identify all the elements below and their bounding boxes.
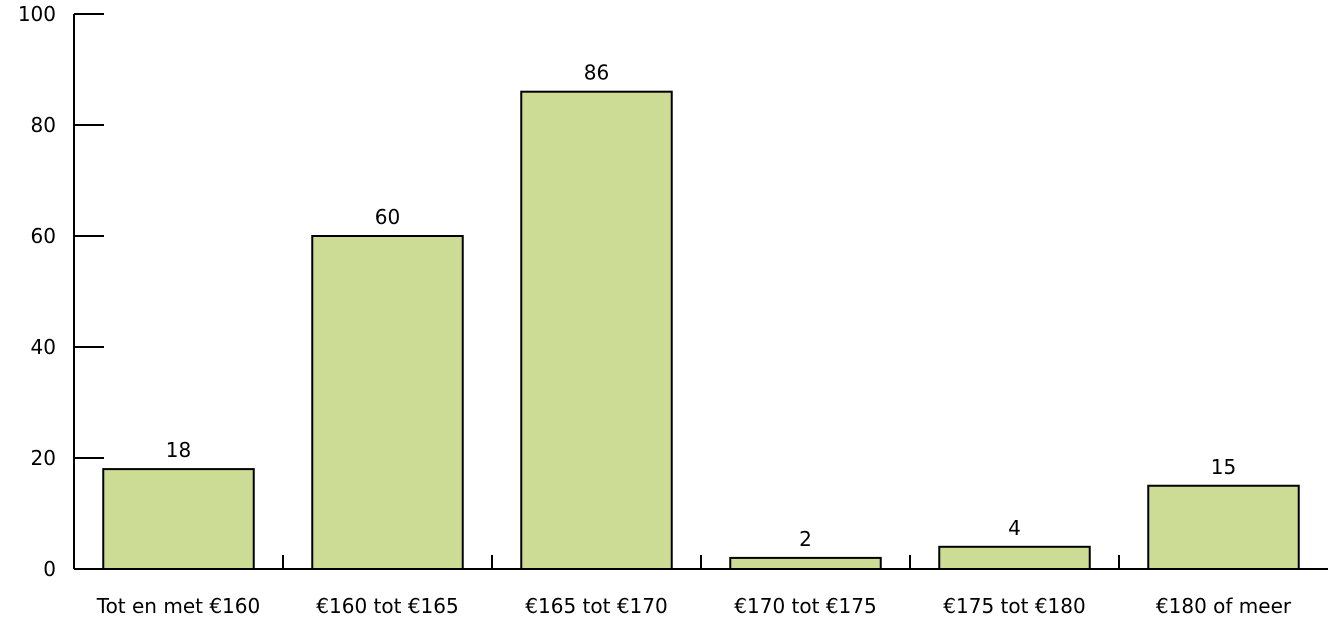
bar-value-label: 60 — [375, 205, 400, 229]
y-tick-label: 60 — [31, 224, 56, 248]
data-labels: 18 60 86 2 4 15 — [166, 61, 1236, 551]
x-axis — [74, 555, 1328, 570]
y-tick-label: 20 — [31, 446, 56, 470]
category-label: €160 tot €165 — [316, 594, 458, 618]
bar-value-label: 15 — [1211, 455, 1236, 479]
bars — [102, 90, 1300, 571]
y-tick-label: 0 — [43, 557, 56, 581]
category-labels: Tot en met €160 €160 tot €165 €165 tot €17… — [96, 594, 1292, 618]
bar — [938, 545, 1091, 570]
bar — [1147, 484, 1300, 570]
category-label: €180 of meer — [1156, 594, 1292, 618]
category-label: Tot en met €160 — [96, 594, 260, 618]
bar-value-label: 86 — [584, 61, 609, 85]
y-tick-label: 100 — [18, 2, 56, 26]
y-tick-label: 80 — [31, 113, 56, 137]
bar — [520, 90, 673, 570]
category-label: €165 tot €170 — [525, 594, 667, 618]
bar — [311, 235, 464, 570]
category-label: €175 tot €180 — [943, 594, 1085, 618]
y-tick-label: 40 — [31, 335, 56, 359]
bar-value-label: 4 — [1008, 516, 1021, 540]
category-label: €170 tot €175 — [734, 594, 876, 618]
bar — [729, 556, 882, 571]
bar-value-label: 18 — [166, 438, 191, 462]
y-axis: 0 20 40 60 80 100 — [18, 2, 104, 581]
bar-value-label: 2 — [799, 527, 812, 551]
bar — [102, 468, 255, 571]
